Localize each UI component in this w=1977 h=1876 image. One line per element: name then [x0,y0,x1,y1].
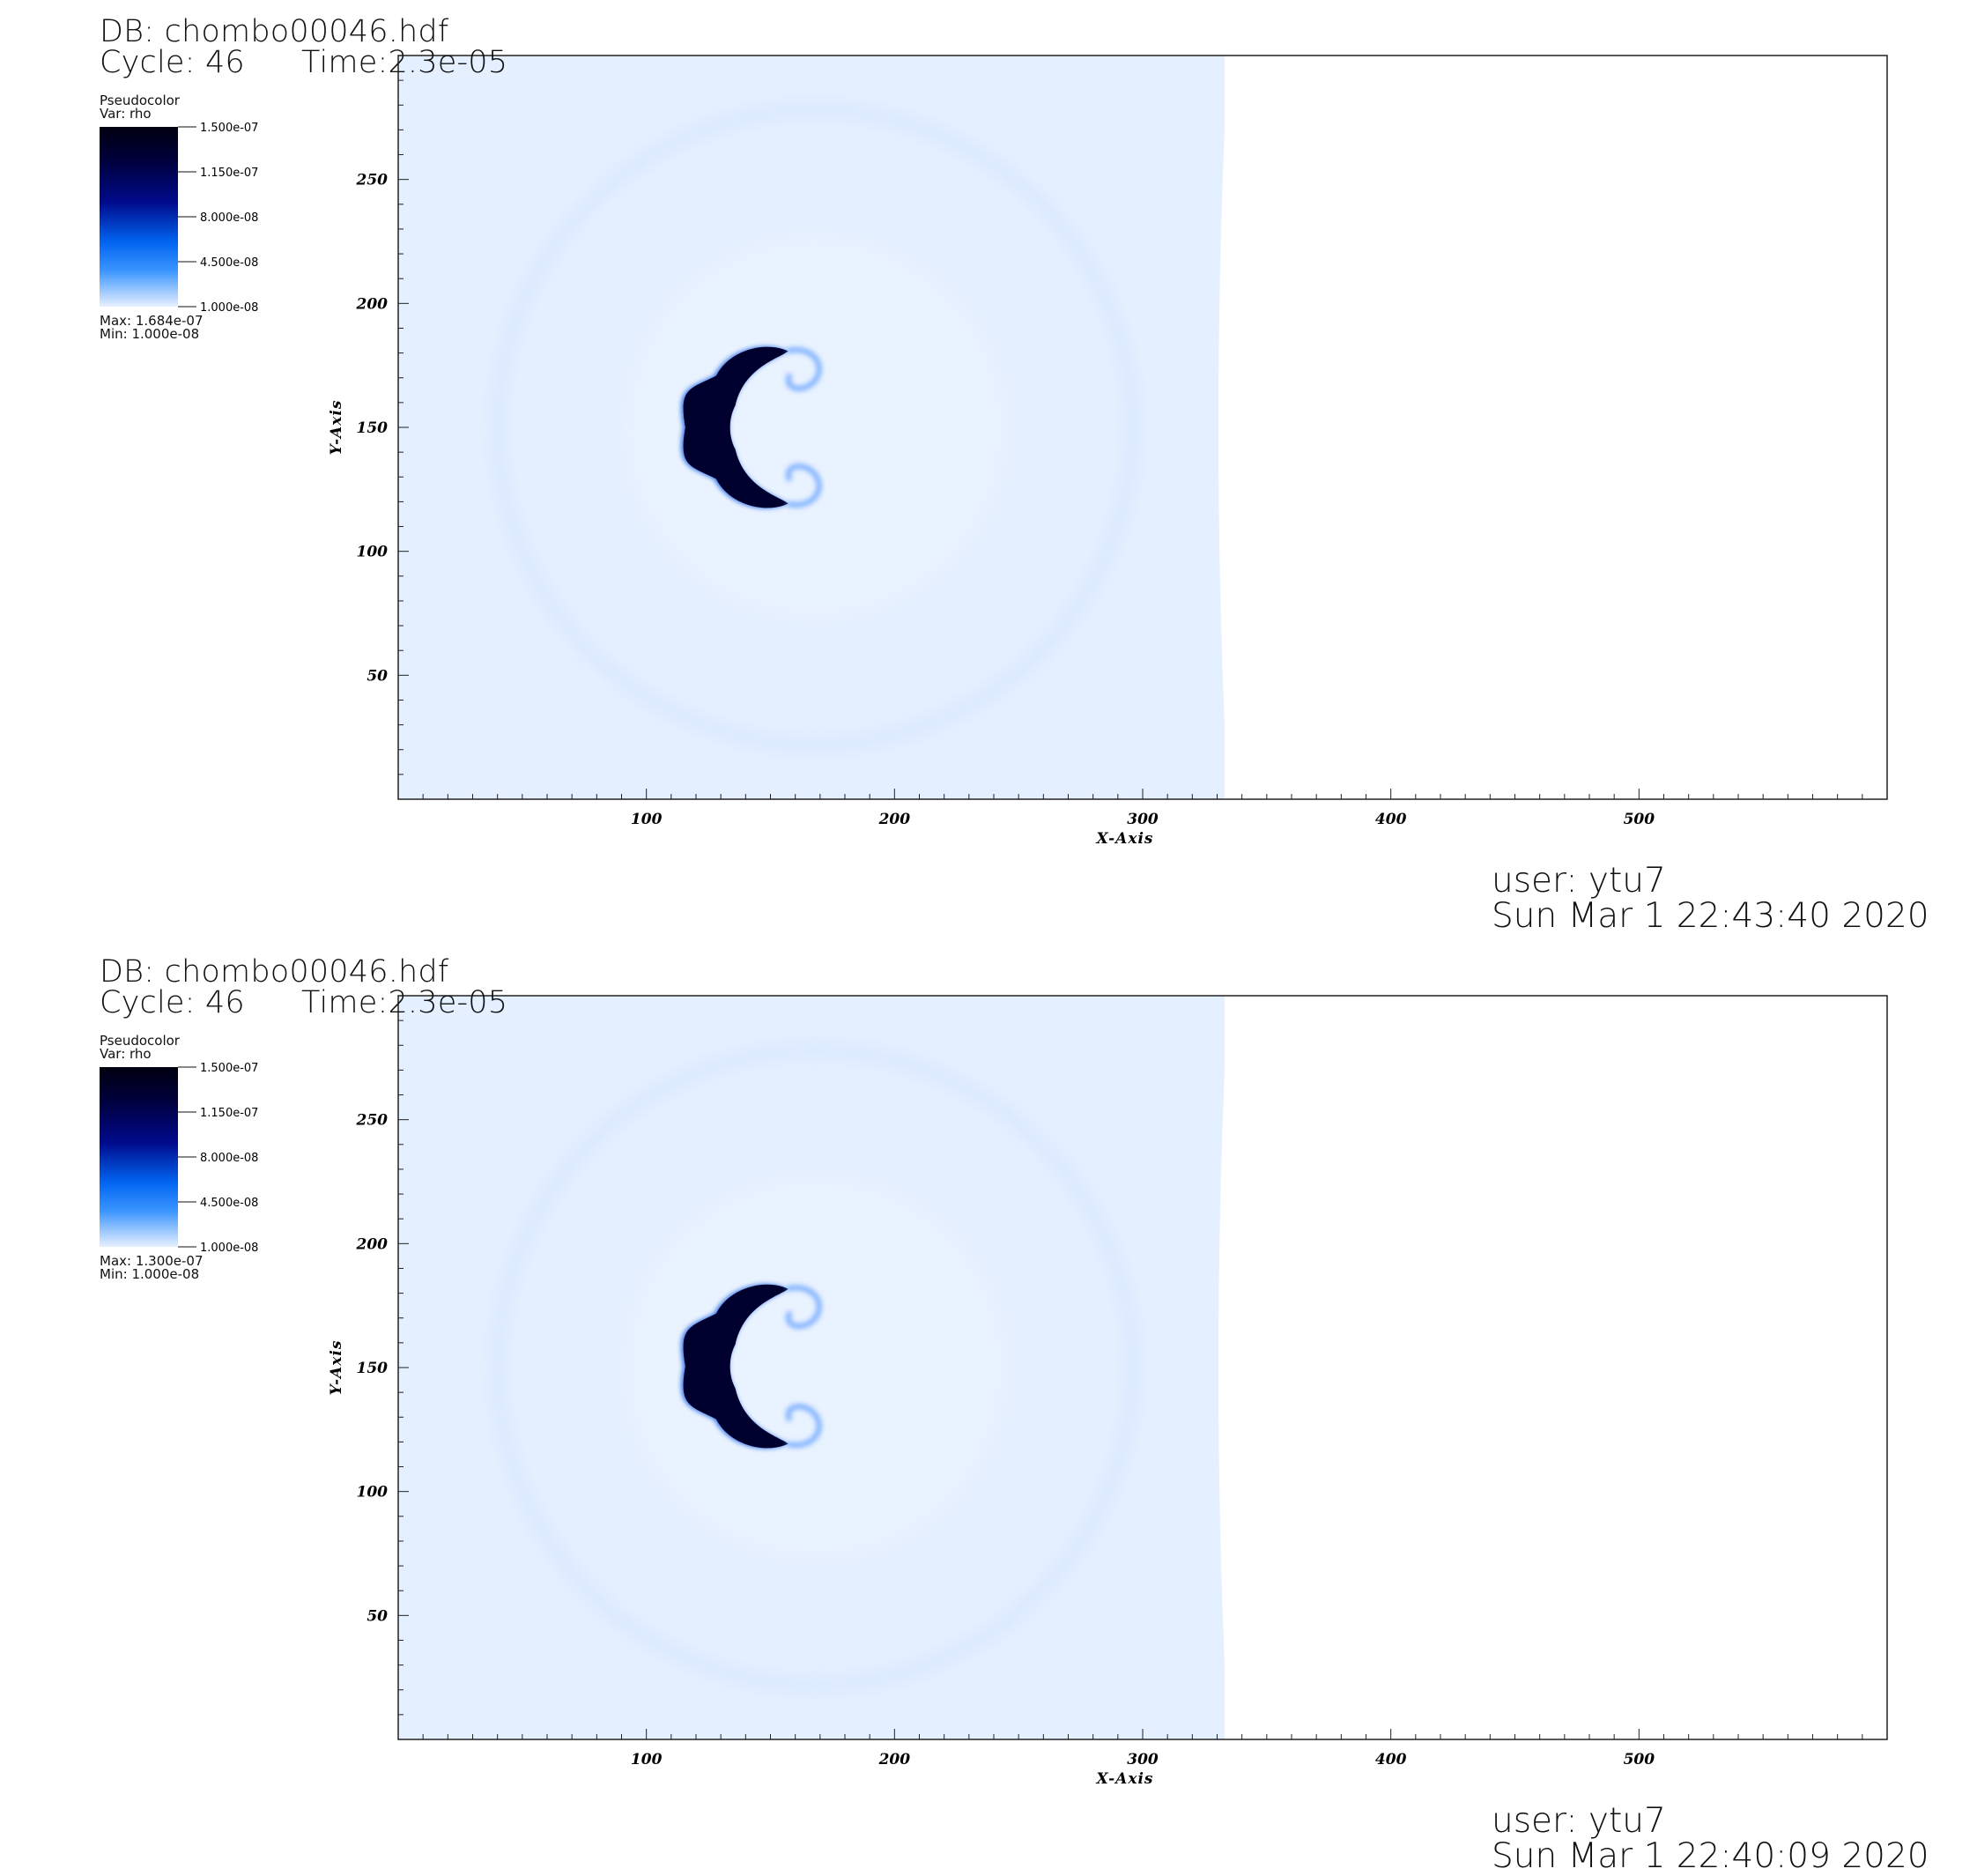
time-label: Time:2.3e-05 [301,45,508,80]
x-tick-label: 300 [1127,811,1159,828]
cycle-label: Cycle: 46 [100,45,245,80]
x-tick-label: 500 [1624,1751,1655,1768]
x-tick-label: 200 [878,811,911,828]
legend-min: Min: 1.000e-08 [100,326,200,342]
x-tick-label: 300 [1127,1751,1159,1768]
dense-blob [683,346,789,508]
colorbar-tick-label: 1.500e-07 [200,122,258,135]
y-tick-label: 100 [357,544,389,561]
inner-region [624,236,1006,619]
timestamp-label: Sun Mar 1 22:43:40 2020 [1492,896,1929,936]
upper-swirl [785,1285,822,1330]
y-tick-label: 100 [357,1484,389,1502]
y-tick-label: 200 [356,295,389,313]
user-label: user: ytu7 [1492,861,1666,901]
db-title: DB: chombo00046.hdf [100,14,449,49]
legend-var: Var: rho [100,1046,152,1062]
cycle-label: Cycle: 46 [100,985,245,1020]
x-tick-label: 400 [1375,1751,1407,1768]
x-tick-label: 200 [878,1751,911,1768]
colorbar-tick-label: 1.000e-08 [200,301,258,315]
legend-min: Min: 1.000e-08 [100,1266,200,1282]
x-tick-label: 500 [1624,811,1655,828]
y-tick-label: 200 [356,1235,389,1253]
dense-blob [683,1284,789,1449]
user-label: user: ytu7 [1492,1801,1666,1841]
plot-area: 100 200 300 400 500 50 100 150 200 250 X-Axis Y-Axi… [178,55,1888,848]
x-tick-label: 100 [631,1751,663,1768]
y-axis-title: Y-Axis [328,1340,345,1396]
colorbar [100,127,178,307]
colorbar-tick-label: 8.000e-08 [200,1152,258,1165]
colorbar-tick-label: 8.000e-08 [200,211,258,225]
y-tick-label: 150 [357,419,389,437]
plot-panel-2: 100 200 300 400 500 50 100 150 200 250 X-Axis Y-Axi… [0,940,1977,1876]
colorbar [100,1067,178,1247]
y-tick-label: 250 [356,172,389,189]
lower-swirl [785,463,822,508]
inner-region [624,1176,1006,1559]
plot-panel-1: 100 200 300 400 500 50 100 150 200 250 X-Axis Y-Axi… [0,0,1977,936]
lower-swirl [785,1404,822,1448]
x-tick-label: 400 [1375,811,1407,828]
legend-plot-type: Pseudocolor [100,93,180,108]
colorbar-tick-label: 1.150e-07 [200,1107,258,1120]
upper-swirl [785,347,822,391]
colorbar-tick-label: 4.500e-08 [200,1197,258,1210]
y-tick-label: 150 [357,1360,389,1377]
plot-area: 100 200 300 400 500 50 100 150 200 250 X-Axis Y-Axi… [178,995,1888,1788]
x-tick-label: 100 [631,811,663,828]
x-axis-title: X-Axis [1096,1770,1154,1788]
colorbar-tick-label: 1.500e-07 [200,1062,258,1075]
y-axis-title: Y-Axis [328,400,345,456]
timestamp-label: Sun Mar 1 22:40:09 2020 [1492,1836,1929,1876]
shock-front [492,105,1137,750]
y-tick-label: 50 [367,667,388,685]
colorbar-tick-label: 1.150e-07 [200,167,258,180]
shock-front [492,1045,1137,1690]
colorbar-tick-label: 4.500e-08 [200,256,258,270]
time-label: Time:2.3e-05 [301,985,508,1020]
y-tick-label: 250 [356,1112,389,1130]
x-axis-title: X-Axis [1096,830,1154,848]
legend-plot-type: Pseudocolor [100,1033,180,1049]
legend-var: Var: rho [100,106,152,122]
legend-max: Max: 1.300e-07 [100,1253,204,1269]
legend-max: Max: 1.684e-07 [100,313,204,329]
colorbar-tick-label: 1.000e-08 [200,1242,258,1255]
y-tick-label: 50 [367,1607,388,1625]
db-title: DB: chombo00046.hdf [100,954,449,990]
